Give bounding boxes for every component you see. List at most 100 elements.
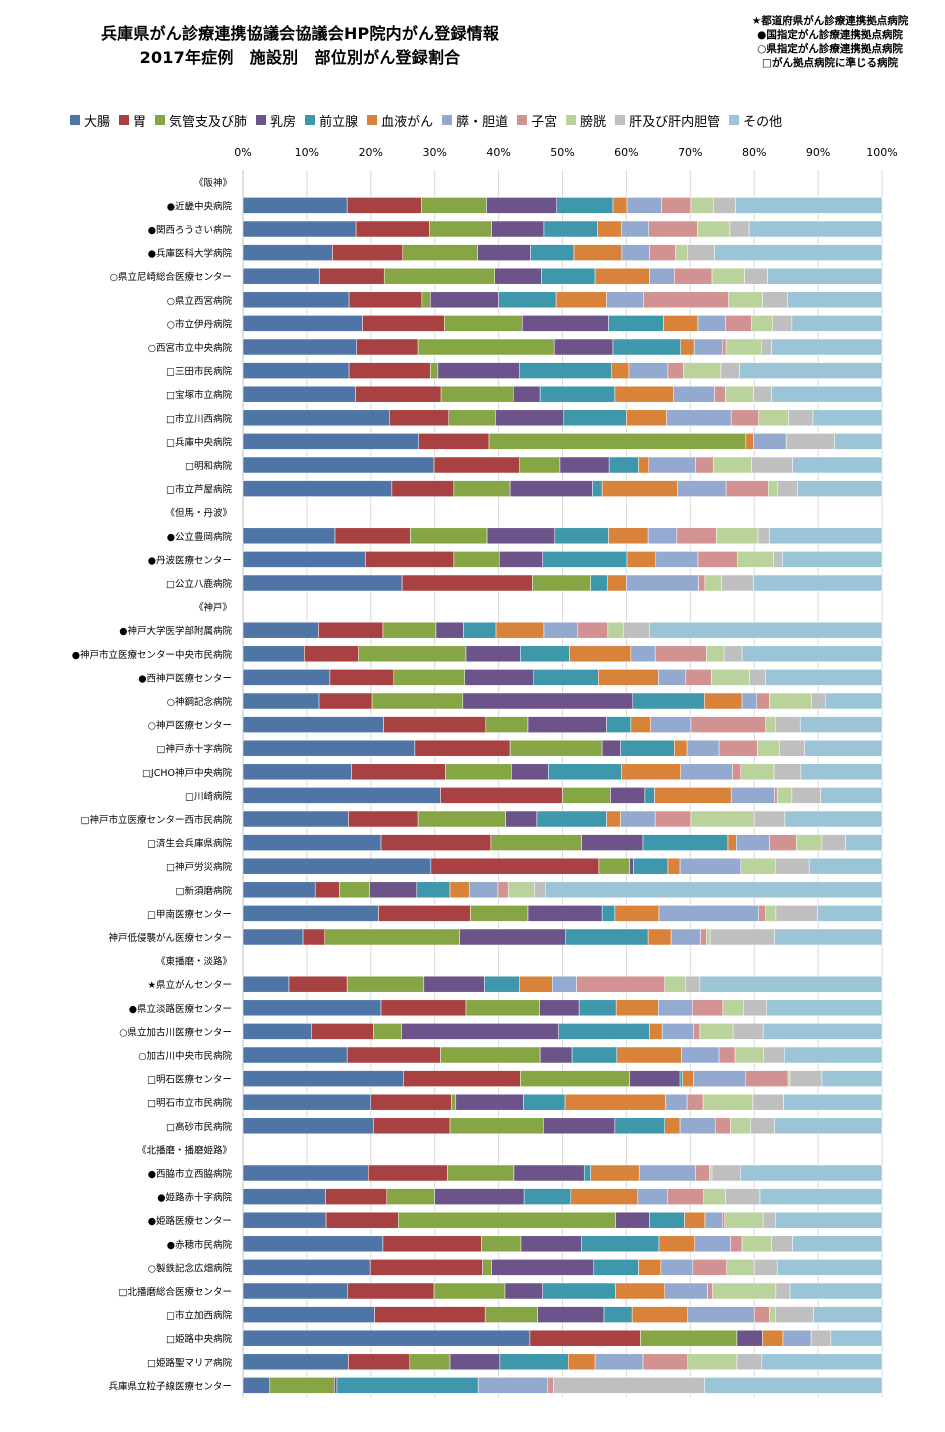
bar-segment xyxy=(464,669,534,686)
legend-item: 前立腺 xyxy=(305,111,358,130)
bar-segment xyxy=(242,385,356,403)
bar-segment xyxy=(753,810,786,828)
category-label: ●神戸大学医学部附属病院 xyxy=(119,625,232,637)
bar-segment xyxy=(576,975,665,993)
bar-segment xyxy=(830,1329,883,1347)
bar-segment xyxy=(504,1282,543,1300)
bar-segment xyxy=(649,621,883,639)
category-label: □明和病院 xyxy=(185,460,232,472)
bar-segment xyxy=(626,409,667,427)
bar-segment xyxy=(346,1046,441,1064)
bar-segment xyxy=(834,433,883,450)
bar-segment xyxy=(324,928,460,946)
bar-segment xyxy=(603,1306,633,1323)
category-label: ●西神戸医療センター xyxy=(138,672,232,684)
bar-segment xyxy=(728,291,763,309)
legend-label: その他 xyxy=(743,114,783,130)
bar-segment xyxy=(713,197,736,214)
bar-segment xyxy=(808,857,883,875)
bar-segment xyxy=(675,244,688,261)
bar-segment xyxy=(631,1306,688,1323)
bar-segment xyxy=(242,244,333,261)
legend-note-1: ★都道府県がん診療連携拠点病院 xyxy=(751,15,909,27)
category-label: □姫路聖マリア病院 xyxy=(147,1357,232,1369)
bar-segment xyxy=(581,1235,660,1253)
bar-segment xyxy=(242,857,432,875)
bar-segment xyxy=(242,1211,327,1229)
bar-segment xyxy=(679,1117,716,1135)
bar-segment xyxy=(697,315,726,332)
bar-segment xyxy=(242,905,379,922)
bar-segment xyxy=(665,1093,688,1111)
bar-segment xyxy=(498,291,557,309)
category-label: ●関西ろうさい病院 xyxy=(148,224,233,236)
bar-segment xyxy=(553,1377,705,1394)
bar-segment xyxy=(658,1235,696,1253)
category-label: □市立川西病院 xyxy=(166,413,232,425)
bar-segment xyxy=(356,338,419,356)
bar-segment xyxy=(698,574,706,592)
legend-label: 血液がん xyxy=(381,114,434,130)
bar-segment xyxy=(554,527,609,545)
bar-segment xyxy=(765,716,776,733)
bar-segment xyxy=(654,645,707,663)
bar-segment xyxy=(681,1046,720,1064)
bar-segment xyxy=(745,1070,789,1087)
bar-segment xyxy=(369,1259,483,1276)
bar-segment xyxy=(527,905,603,922)
bar-segment xyxy=(592,480,603,497)
bar-segment xyxy=(542,1282,616,1300)
bar-segment xyxy=(494,267,542,285)
bar-segment xyxy=(481,1235,522,1253)
bar-segment xyxy=(721,574,754,592)
bar-segment xyxy=(485,716,529,733)
bar-segment xyxy=(601,905,616,922)
bar-segment xyxy=(332,244,403,261)
bar-segment xyxy=(773,763,802,781)
bar-segment xyxy=(680,338,695,356)
bar-segment xyxy=(429,362,439,379)
legend-swatch xyxy=(517,115,528,125)
bar-segment xyxy=(622,621,650,639)
legend-label: 乳房 xyxy=(270,114,297,130)
bar-segment xyxy=(491,220,545,238)
bar-segment xyxy=(440,787,563,804)
legend-swatch xyxy=(256,115,267,125)
bar-segment xyxy=(242,763,352,781)
bar-segment xyxy=(440,385,514,403)
bar-segment xyxy=(543,220,598,238)
bar-segment xyxy=(380,834,492,851)
bar-segment xyxy=(642,1353,688,1371)
bar-segment xyxy=(667,857,681,875)
bar-segment xyxy=(612,197,628,214)
bar-segment xyxy=(570,1188,639,1205)
bar-segment xyxy=(403,1070,521,1087)
bar-segment xyxy=(714,244,883,261)
bar-segment xyxy=(811,692,827,710)
bar-segment xyxy=(753,1306,770,1323)
bar-segment xyxy=(666,409,732,427)
bar-segment xyxy=(556,197,614,214)
bar-segment xyxy=(468,881,499,899)
bar-segment xyxy=(626,551,657,568)
bar-segment xyxy=(477,244,531,261)
bar-segment xyxy=(465,645,521,663)
bar-segment xyxy=(722,999,744,1017)
bar-segment xyxy=(555,291,607,309)
bar-segment xyxy=(812,409,883,427)
bar-segment xyxy=(455,1093,524,1111)
x-tick-label: 80% xyxy=(742,146,766,159)
bar-segment xyxy=(410,527,488,545)
bar-segment xyxy=(630,645,656,663)
bar-segment xyxy=(421,197,487,214)
category-label: □兵庫中央病院 xyxy=(166,436,232,448)
bar-segment xyxy=(775,857,810,875)
bar-segment xyxy=(753,574,883,592)
bar-segment xyxy=(409,1353,451,1371)
bar-segment xyxy=(810,1329,832,1347)
bar-segment xyxy=(451,1093,457,1111)
bar-segment xyxy=(242,1093,372,1111)
legend-swatch xyxy=(729,115,740,125)
bar-segment xyxy=(682,1070,694,1087)
bar-segment xyxy=(242,1164,369,1182)
